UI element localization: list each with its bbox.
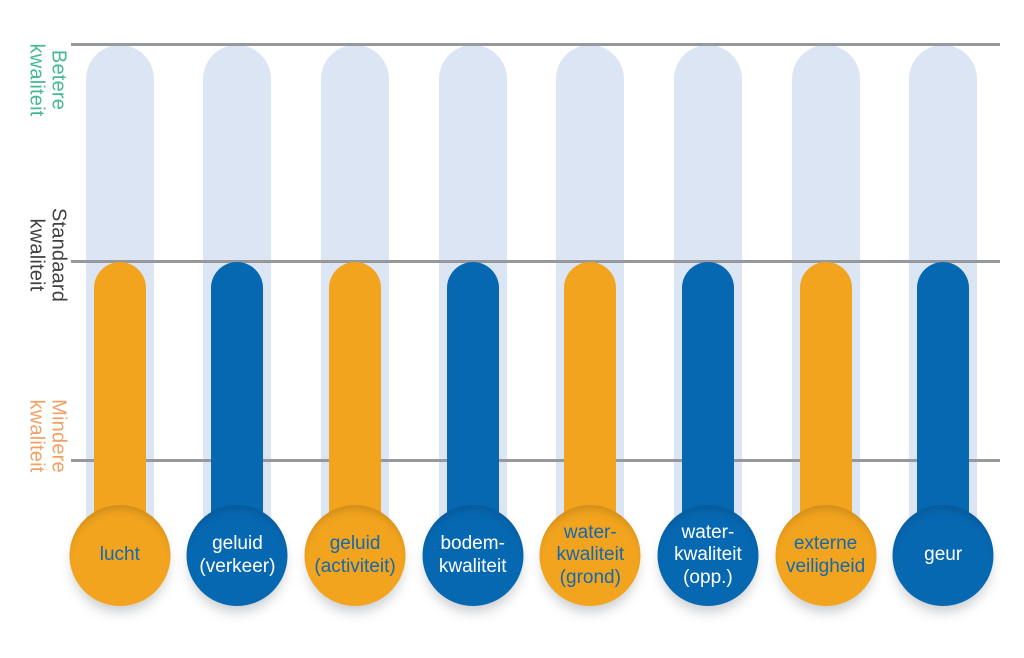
column-waterkwaliteit-opp: water- kwaliteit (opp.) <box>649 0 767 658</box>
gridline-betere-kwaliteit <box>71 43 1000 46</box>
thermometer-bulb: geluid (activiteit) <box>304 505 406 606</box>
thermometer-bulb-label: geluid (activiteit) <box>314 533 396 577</box>
thermometer-bulb-label: water- kwaliteit (grond) <box>556 522 625 588</box>
column-lucht: lucht <box>61 0 179 658</box>
thermometer-bulb: water- kwaliteit (grond) <box>539 505 641 606</box>
gridline-mindere-kwaliteit <box>71 459 1000 462</box>
thermometer-bulb: geluid (verkeer) <box>186 505 288 606</box>
column-bodemkwaliteit: bodem- kwaliteit <box>414 0 532 658</box>
column-geur: geur <box>884 0 1002 658</box>
thermometer-bulb-label: water- kwaliteit (opp.) <box>674 522 742 588</box>
column-externe-veiligheid: externe veiligheid <box>767 0 885 658</box>
thermometer-bulb: lucht <box>69 505 171 606</box>
thermometer-bulb: water- kwaliteit (opp.) <box>657 505 759 606</box>
axis-label-betere-kwaliteit: Betere kwaliteit <box>25 43 70 117</box>
axis-label-mindere-kwaliteit: Mindere kwaliteit <box>25 399 70 473</box>
thermometer-columns: lucht geluid (verkeer) geluid (activitei… <box>61 0 1002 658</box>
column-waterkwaliteit-grond: water- kwaliteit (grond) <box>532 0 650 658</box>
thermometer-bulb-label: bodem- kwaliteit <box>438 533 507 577</box>
thermometer-bulb: bodem- kwaliteit <box>422 505 524 606</box>
axis-label-standaard-kwaliteit: Standaard kwaliteit <box>25 207 70 303</box>
thermometer-bulb: externe veiligheid <box>775 505 877 606</box>
thermometer-bulb-label: externe veiligheid <box>785 533 866 577</box>
thermometer-bulb-label: geluid (verkeer) <box>199 533 276 577</box>
column-geluid-activiteit: geluid (activiteit) <box>296 0 414 658</box>
thermometer-bulb-label: geur <box>924 544 963 566</box>
column-geluid-verkeer: geluid (verkeer) <box>179 0 297 658</box>
thermometer-bulb-label: lucht <box>99 544 140 566</box>
thermometer-bulb: geur <box>892 505 994 606</box>
gridline-standaard-kwaliteit <box>71 260 1000 263</box>
